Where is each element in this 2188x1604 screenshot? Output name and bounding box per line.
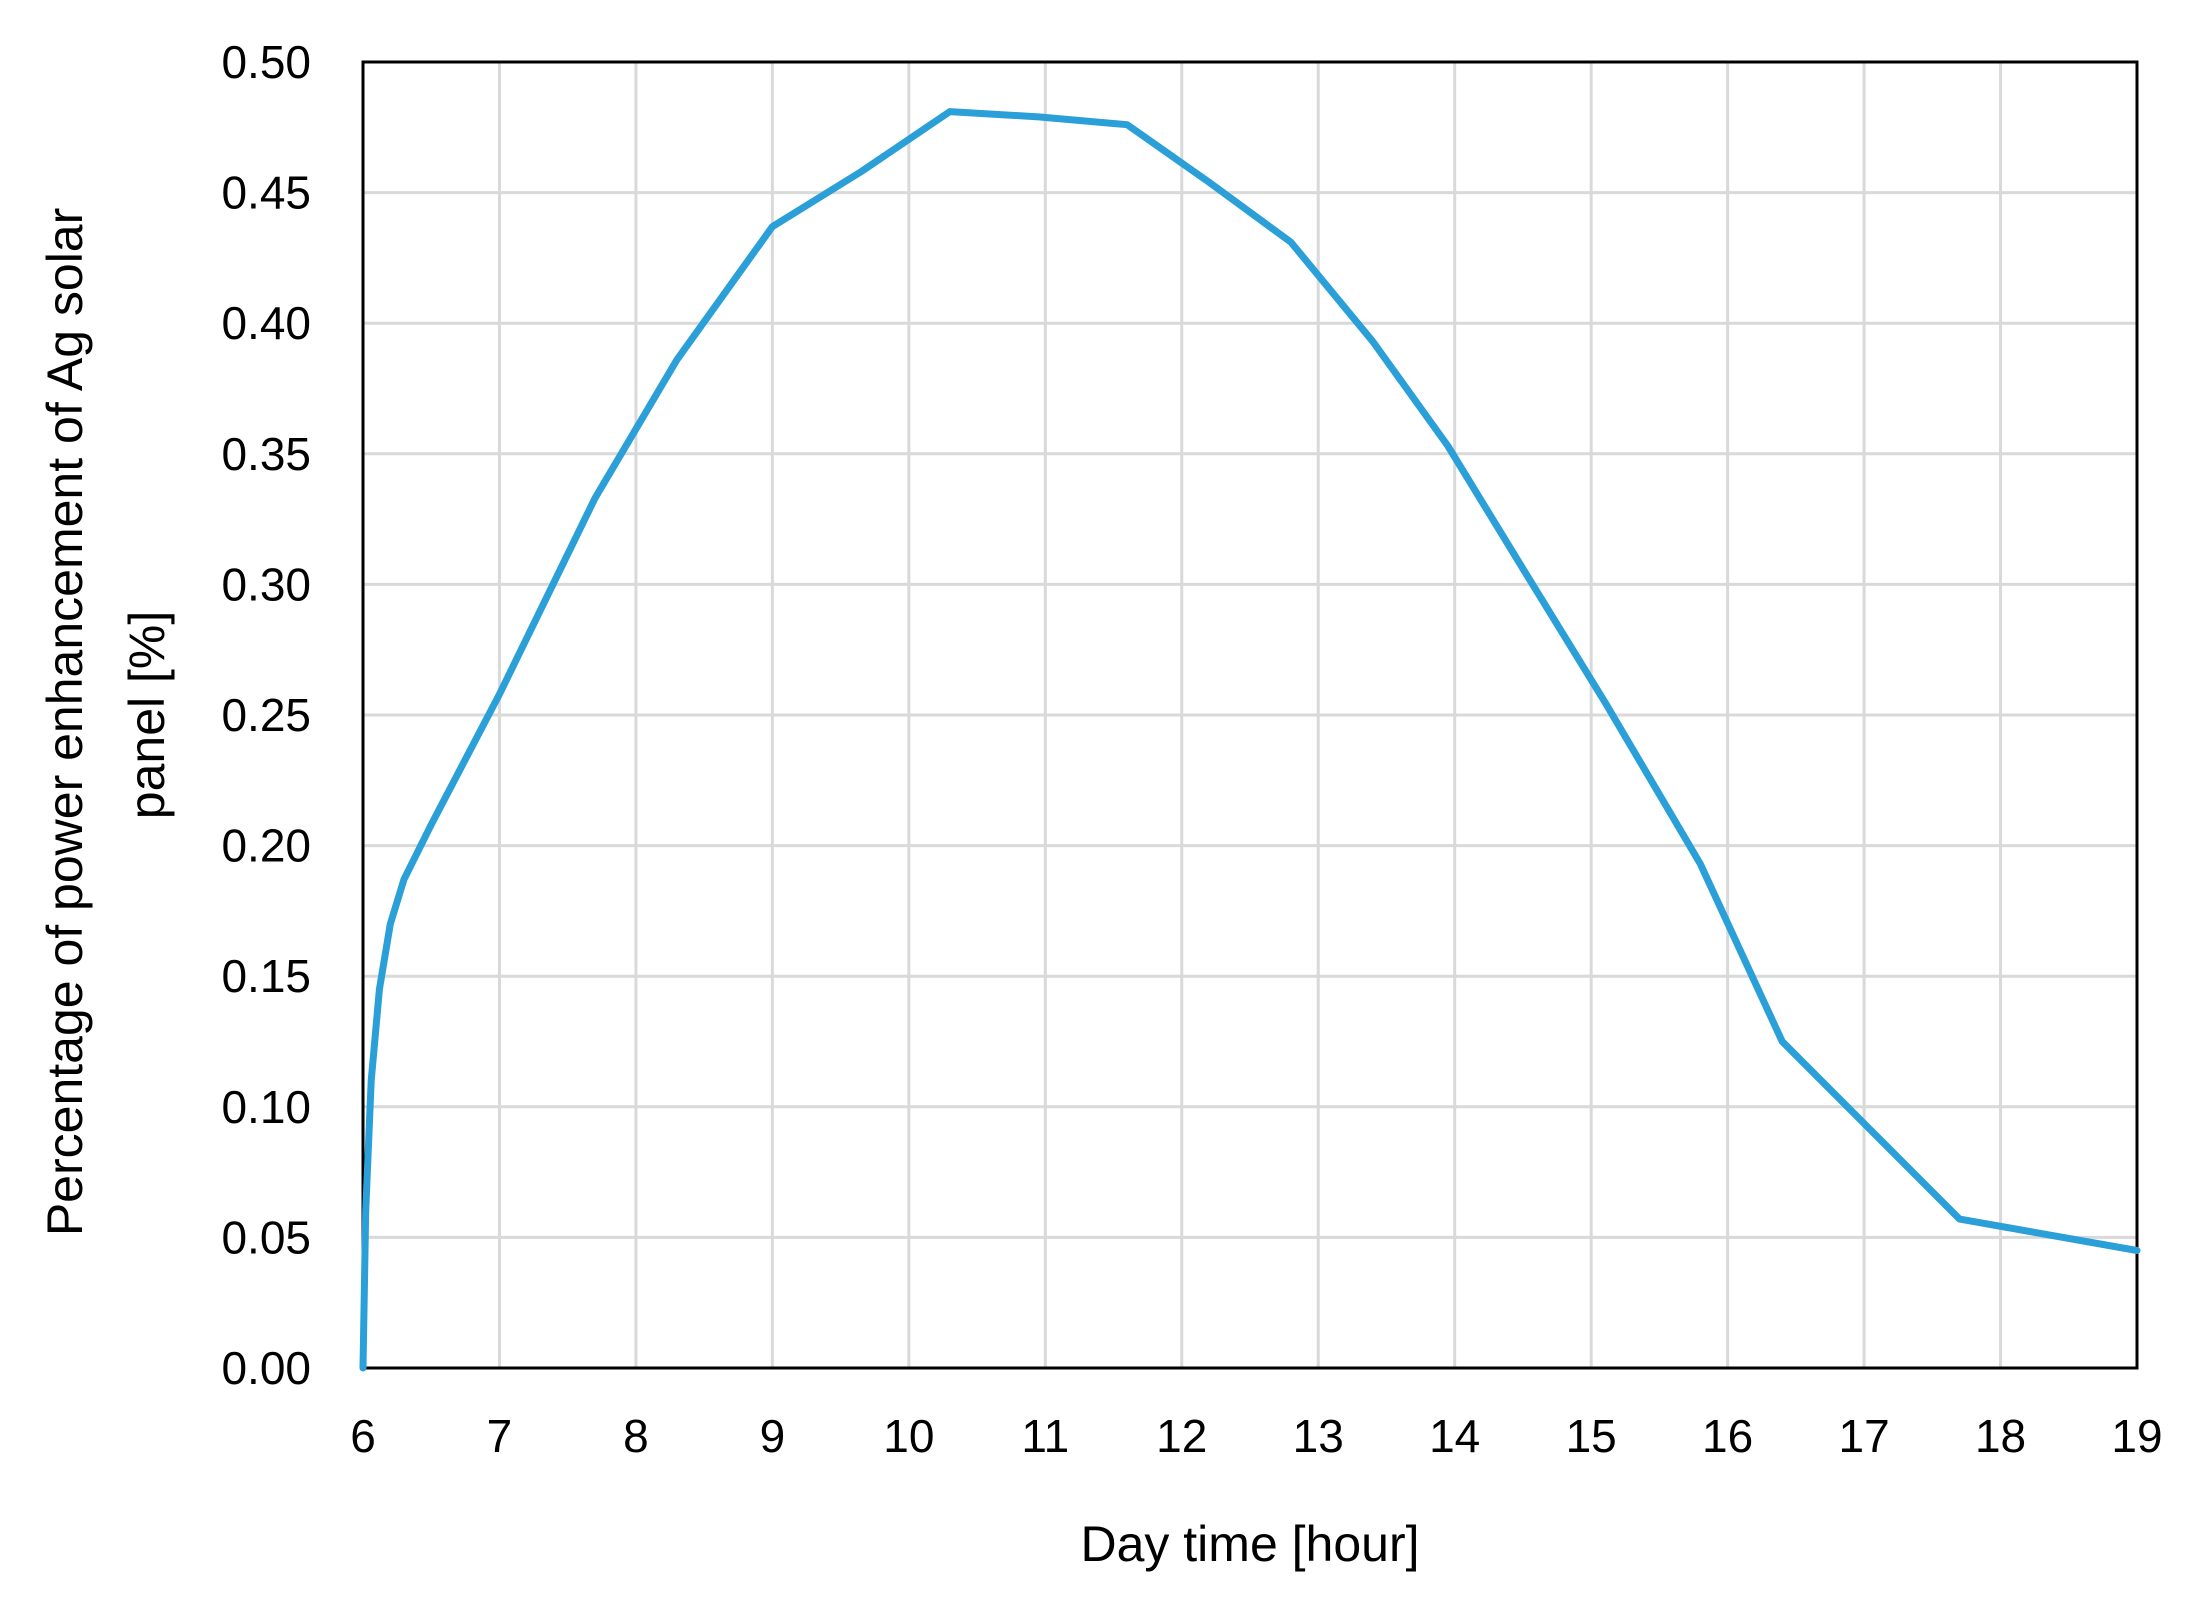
x-tick-label: 10 [883, 1410, 934, 1462]
x-tick-labels: 6 7 8 9 10 11 12 13 14 15 16 17 18 19 [350, 1410, 2162, 1462]
x-tick-label: 12 [1156, 1410, 1207, 1462]
y-tick-labels: 0.00 0.05 0.10 0.15 0.20 0.25 0.30 0.35 0.40 0.45… [221, 36, 311, 1394]
x-tick-label: 14 [1429, 1410, 1480, 1462]
series-group [359, 108, 2141, 1372]
y-tick-label: 0.35 [221, 428, 311, 480]
y-tick-label: 0.50 [221, 36, 311, 88]
y-tick-label: 0.20 [221, 820, 311, 872]
y-tick-label: 0.10 [221, 1081, 311, 1133]
y-axis-title-line-2: panel [%] [119, 611, 175, 819]
x-tick-label: 8 [623, 1410, 649, 1462]
x-tick-label: 17 [1838, 1410, 1889, 1462]
x-tick-label: 16 [1702, 1410, 1753, 1462]
y-axis-title-line-1: Percentage of power enhancement of Ag so… [37, 208, 93, 1236]
series-line-0 [359, 108, 2141, 1372]
y-tick-label: 0.15 [221, 950, 311, 1002]
x-tick-label: 13 [1293, 1410, 1344, 1462]
x-tick-label: 18 [1975, 1410, 2026, 1462]
y-tick-label: 0.05 [221, 1211, 311, 1263]
y-tick-label: 0.45 [221, 167, 311, 219]
x-tick-label: 19 [2111, 1410, 2162, 1462]
x-tick-label: 11 [1021, 1410, 1069, 1462]
x-tick-label: 7 [487, 1410, 513, 1462]
plot-area [361, 60, 2139, 1370]
y-axis-title: Percentage of power enhancement of Ag so… [37, 194, 175, 1236]
x-tick-label: 6 [350, 1410, 376, 1462]
grid [361, 60, 2139, 1370]
y-tick-label: 0.25 [221, 689, 311, 741]
x-tick-label: 15 [1566, 1410, 1617, 1462]
y-tick-label: 0.30 [221, 558, 311, 610]
x-axis-title: Day time [hour] [1080, 1516, 1419, 1572]
x-tick-label: 9 [760, 1410, 786, 1462]
y-tick-label: 0.00 [221, 1342, 311, 1394]
y-tick-label: 0.40 [221, 297, 311, 349]
